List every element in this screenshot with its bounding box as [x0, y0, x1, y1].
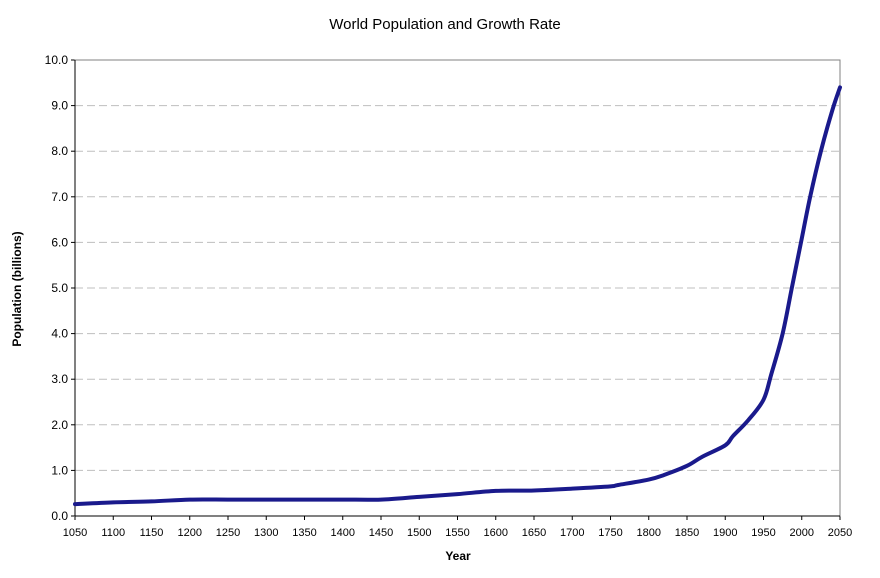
y-tick-label: 7.0 — [51, 190, 68, 204]
x-tick-label: 1800 — [637, 527, 661, 539]
y-tick-label: 6.0 — [51, 235, 68, 249]
series-layer — [73, 85, 842, 507]
x-tick-label: 1750 — [598, 527, 622, 539]
gridlines — [75, 105, 840, 471]
axes — [71, 59, 841, 520]
y-tick-label: 0.0 — [51, 509, 68, 523]
y-tick-label: 10.0 — [45, 53, 69, 67]
x-tick-label: 1550 — [445, 527, 469, 539]
x-tick-label: 1500 — [407, 527, 431, 539]
x-tick-label: 1200 — [178, 527, 202, 539]
x-tick-label: 1050 — [63, 527, 87, 539]
y-tick-label: 8.0 — [51, 144, 68, 158]
x-tick-label: 1850 — [675, 527, 699, 539]
y-axis-title: Population (billions) — [10, 231, 24, 346]
chart-title: World Population and Growth Rate — [329, 16, 561, 33]
x-tick-label: 2000 — [790, 527, 814, 539]
series-line-population — [73, 85, 842, 507]
x-tick-label: 1950 — [751, 527, 775, 539]
x-tick-label: 1350 — [292, 527, 316, 539]
x-axis-title: Year — [445, 549, 471, 563]
x-tick-label: 1650 — [522, 527, 546, 539]
y-tick-label: 2.0 — [51, 418, 68, 432]
y-tick-label: 4.0 — [51, 327, 68, 341]
x-tick-label: 1900 — [713, 527, 737, 539]
x-tick-label: 1450 — [369, 527, 393, 539]
x-tick-label: 2050 — [828, 527, 852, 539]
x-tick-label: 1250 — [216, 527, 240, 539]
tick-labels: 0.0 1.0 2.0 3.0 4.0 5.0 6.0 7.0 8.0 9.0 10.0 1050 11… — [45, 53, 853, 539]
x-tick-label: 1150 — [140, 527, 164, 539]
x-tick-label: 1400 — [331, 527, 355, 539]
x-tick-label: 1600 — [484, 527, 508, 539]
x-tick-label: 1300 — [254, 527, 278, 539]
y-tick-label: 1.0 — [51, 463, 68, 477]
x-tick-label: 1700 — [560, 527, 584, 539]
y-tick-label: 9.0 — [51, 99, 68, 113]
y-tick-label: 5.0 — [51, 281, 68, 295]
y-tick-label: 3.0 — [51, 372, 68, 386]
x-tick-label: 1100 — [101, 527, 125, 539]
